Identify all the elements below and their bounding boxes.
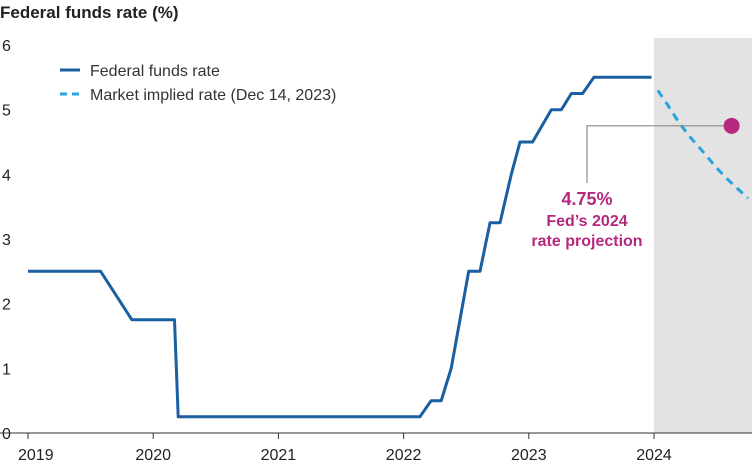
x-axis-ticks: 2019 2020 2021 2022 2023 2024 <box>18 433 672 464</box>
y-tick-label: 2 <box>2 297 11 314</box>
series-layer <box>28 75 749 419</box>
annotation-value: 4.75% <box>561 189 612 209</box>
annotation-line1: Fed’s 2024 <box>546 213 627 230</box>
y-tick-label: 4 <box>2 167 11 184</box>
y-tick-label: 5 <box>2 103 11 120</box>
x-tick-label: 2023 <box>511 447 547 464</box>
x-tick-label: 2024 <box>636 447 672 464</box>
y-tick-label: 3 <box>2 232 11 249</box>
projection-shaded-region <box>654 38 752 433</box>
fed-projection-annotation: 4.75% Fed’s 2024 rate projection <box>531 117 740 250</box>
market-implied-rate-line <box>656 89 749 200</box>
y-axis-ticks: 0 1 2 3 4 5 6 <box>2 38 11 443</box>
y-tick-label: 6 <box>2 38 11 55</box>
y-tick-label: 1 <box>2 361 11 378</box>
legend-label-fed-funds: Federal funds rate <box>90 63 220 80</box>
x-tick-label: 2022 <box>386 447 422 464</box>
x-tick-label: 2019 <box>18 447 54 464</box>
fed-funds-rate-line <box>28 75 652 419</box>
x-tick-label: 2020 <box>135 447 171 464</box>
chart-title: Federal funds rate (%) <box>0 3 179 22</box>
legend: Federal funds rate Market implied rate (… <box>60 63 336 104</box>
y-tick-label: 0 <box>2 426 11 443</box>
x-tick-label: 2021 <box>261 447 297 464</box>
annotation-leader-line <box>586 125 732 183</box>
legend-label-market-implied: Market implied rate (Dec 14, 2023) <box>90 87 336 104</box>
fed-projection-point <box>723 117 740 134</box>
annotation-line2: rate projection <box>531 233 642 250</box>
